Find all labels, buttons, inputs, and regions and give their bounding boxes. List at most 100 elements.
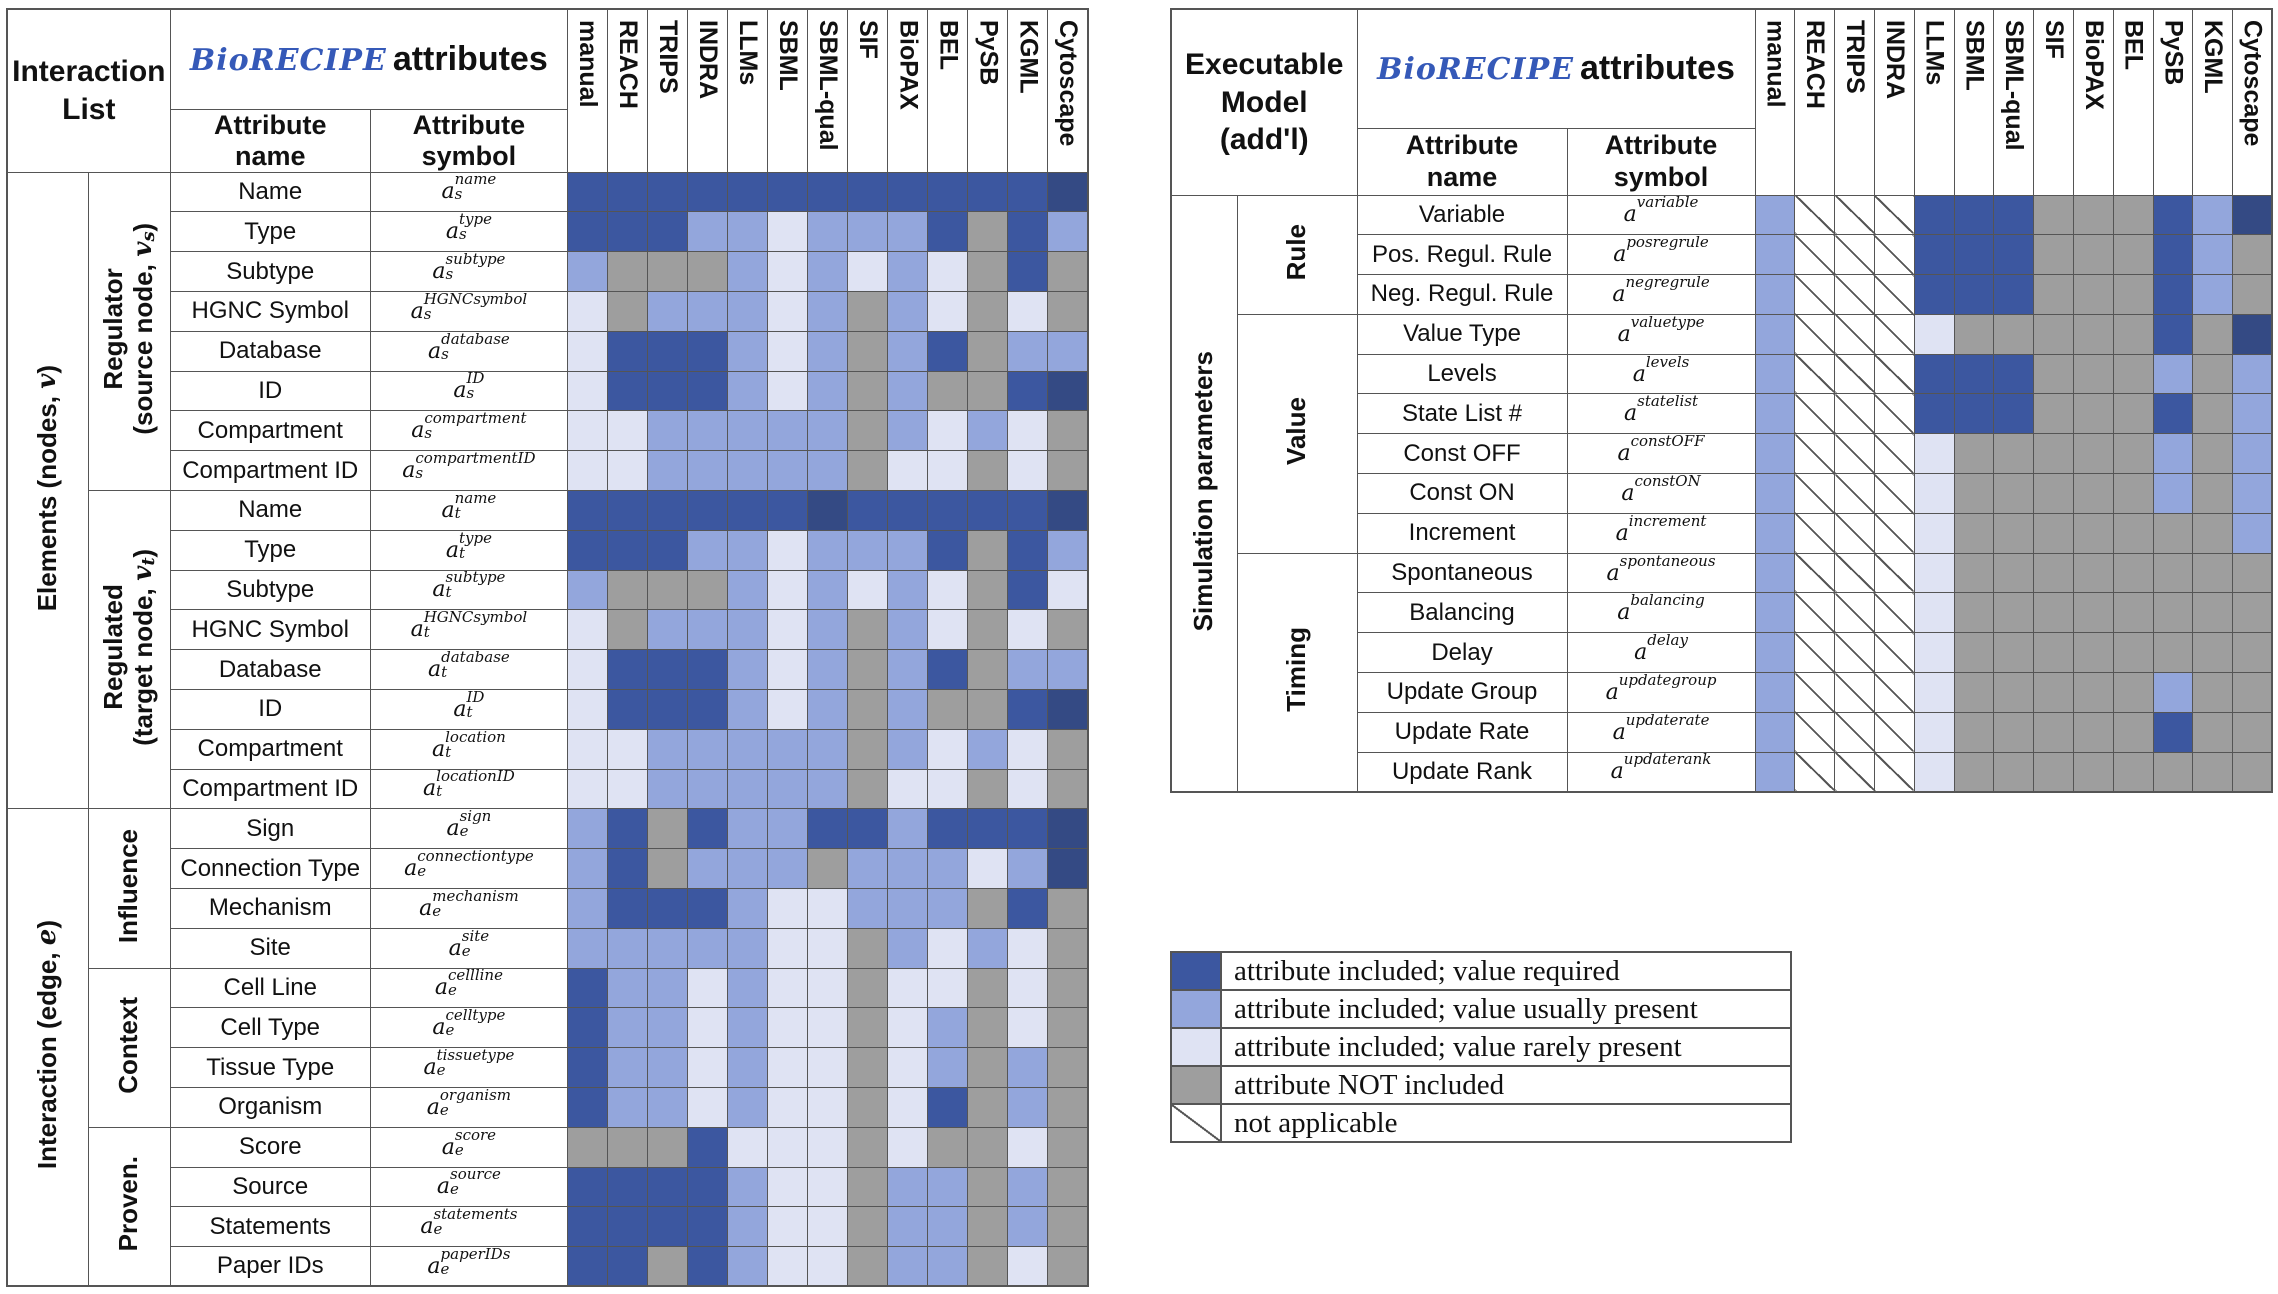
support-cell-llms — [727, 768, 769, 810]
support-cell-sif — [2033, 592, 2074, 634]
support-cell-sbml — [767, 290, 809, 332]
table-row: Type a type t — [7, 529, 1089, 571]
support-cell-llms — [727, 1166, 769, 1208]
support-cell-indra — [687, 529, 729, 571]
support-cell-indra — [687, 1206, 729, 1248]
support-cell-sif — [847, 1206, 889, 1248]
attribute-symbol: a type s — [369, 211, 569, 253]
biorecipe-header: BioRECIPE attributes — [1356, 8, 1756, 129]
support-cell-kgml — [2192, 274, 2234, 315]
support-cell-trips — [1834, 552, 1875, 594]
support-cell-kgml — [1007, 609, 1049, 651]
attribute-symbol: a database s — [369, 330, 569, 372]
tool-header-kgml: KGML — [1007, 8, 1049, 173]
support-cell-biopax — [887, 1047, 929, 1088]
support-cell-sbml — [767, 1007, 809, 1049]
support-cell-indra — [687, 1126, 729, 1168]
support-cell-cytoscape — [1047, 967, 1089, 1009]
support-cell-sbml-qual — [807, 410, 849, 452]
support-cell-llms — [727, 887, 769, 929]
support-cell-indra — [1873, 313, 1915, 355]
support-cell-trips — [647, 728, 689, 770]
support-cell-bel — [2112, 672, 2154, 713]
support-cell-cytoscape — [1047, 450, 1089, 491]
support-cell-pysb — [967, 728, 1009, 770]
tool-header-label: BioPAX — [894, 20, 923, 110]
support-cell-cytoscape — [1047, 1206, 1089, 1248]
support-cell-biopax — [887, 688, 929, 730]
support-cell-sbml-qual — [807, 927, 849, 969]
support-cell-biopax — [887, 887, 929, 929]
support-cell-llms — [1913, 433, 1955, 475]
attribute-symbol: a name s — [369, 171, 569, 213]
support-cell-kgml — [1007, 330, 1049, 372]
support-cell-llms — [727, 808, 769, 850]
support-cell-trips — [647, 1086, 689, 1128]
support-cell-bel — [927, 768, 969, 810]
support-cell-kgml — [1007, 1206, 1049, 1248]
support-cell-sif — [847, 649, 889, 690]
support-cell-trips — [1834, 592, 1875, 634]
support-cell-trips — [1834, 512, 1875, 554]
attribute-name: Mechanism — [169, 887, 371, 929]
support-cell-bel — [2112, 473, 2154, 514]
tool-header-trips: TRIPS — [1834, 8, 1875, 196]
support-cell-manual — [566, 251, 609, 292]
support-cell-kgml — [1007, 728, 1049, 770]
support-cell-pysb — [967, 848, 1009, 889]
support-cell-cytoscape — [1047, 569, 1089, 611]
support-cell-pysb — [967, 808, 1009, 850]
support-cell-manual — [566, 1206, 609, 1248]
support-cell-bel — [927, 450, 969, 491]
support-cell-bel — [927, 1206, 969, 1248]
support-cell-reach — [607, 848, 649, 889]
attribute-name: Name — [169, 171, 371, 213]
support-cell-sbml-qual — [807, 251, 849, 292]
support-cell-reach — [607, 609, 649, 651]
attribute-name: Tissue Type — [169, 1047, 371, 1088]
support-cell-bel — [927, 171, 969, 213]
support-cell-indra — [1873, 353, 1915, 395]
support-cell-reach — [1794, 592, 1836, 634]
attribute-symbol: a subtype t — [369, 569, 569, 611]
attribute-symbol: a updaterank — [1566, 751, 1756, 793]
support-cell-reach — [1794, 274, 1836, 315]
support-cell-sbml — [1953, 751, 1995, 793]
support-cell-sif — [847, 1007, 889, 1049]
support-cell-pysb — [2152, 672, 2194, 713]
support-cell-manual — [566, 728, 609, 770]
group-label-1: Interaction (edge, e) — [6, 808, 89, 1287]
biorecipe-logo: BioRECIPE — [1377, 52, 1575, 88]
support-cell-biopax — [887, 927, 929, 969]
attribute-name: Const OFF — [1356, 433, 1568, 475]
support-cell-sif — [847, 728, 889, 770]
support-cell-pysb — [2152, 751, 2194, 793]
support-cell-sbml-qual — [1993, 632, 2035, 674]
support-cell-reach — [1794, 751, 1836, 793]
support-cell-pysb — [967, 529, 1009, 571]
attribute-symbol: a compartmentID s — [369, 450, 569, 491]
attribute-name: Score — [169, 1126, 371, 1168]
support-cell-cytoscape — [2232, 433, 2273, 475]
support-cell-cytoscape — [1047, 1166, 1089, 1208]
support-cell-sif — [847, 251, 889, 292]
support-cell-sbml — [767, 887, 809, 929]
group-label-text: Elements (nodes, v) — [31, 364, 62, 612]
support-cell-kgml — [1007, 1086, 1049, 1128]
attribute-name: Const ON — [1356, 473, 1568, 514]
support-cell-sif — [2033, 234, 2074, 276]
attribute-name: Update Group — [1356, 672, 1568, 713]
support-cell-reach — [607, 1126, 649, 1168]
support-cell-sbml — [1953, 512, 1995, 554]
support-cell-biopax — [887, 1007, 929, 1049]
support-cell-cytoscape — [1047, 768, 1089, 810]
support-cell-sif — [2033, 751, 2074, 793]
support-cell-biopax — [887, 251, 929, 292]
support-cell-biopax — [2072, 313, 2114, 355]
support-cell-trips — [647, 211, 689, 253]
support-cell-bel — [927, 1007, 969, 1049]
support-cell-biopax — [887, 649, 929, 690]
tool-header-label: SIF — [854, 20, 883, 59]
support-cell-llms — [1913, 592, 1955, 634]
support-cell-reach — [607, 529, 649, 571]
